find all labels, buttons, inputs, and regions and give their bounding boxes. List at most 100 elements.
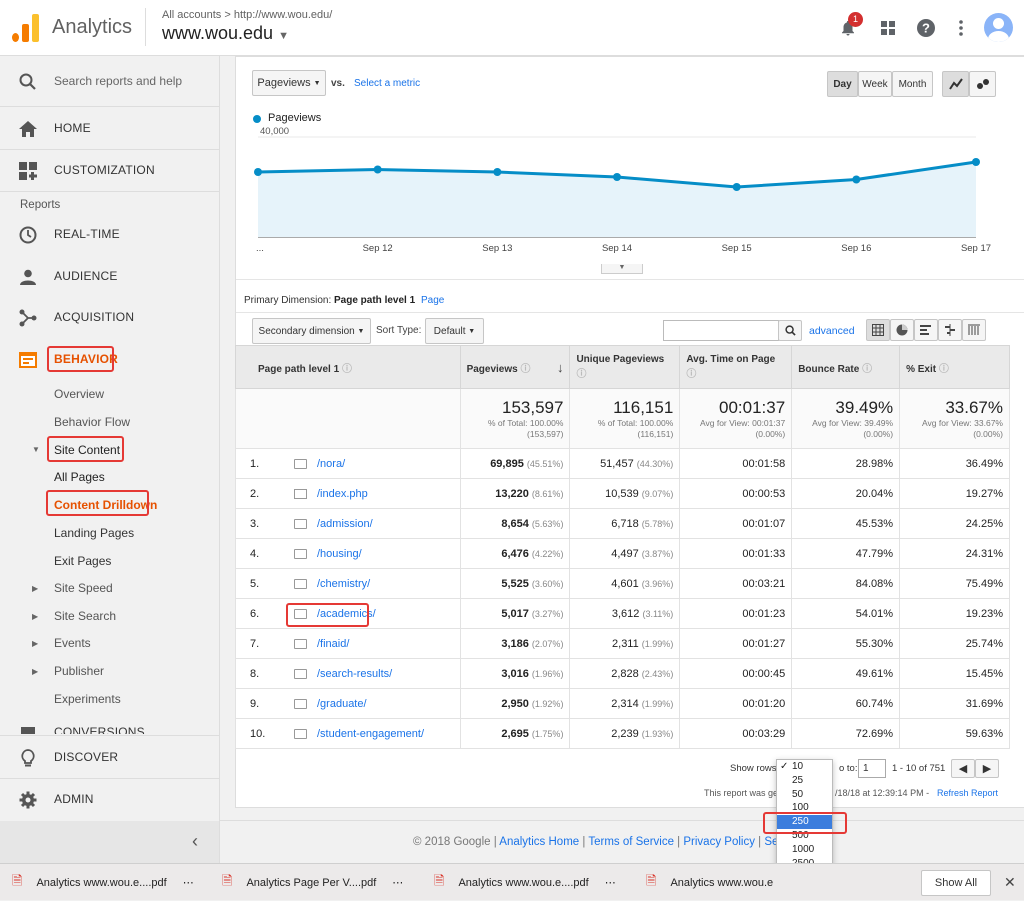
sidebar-item-acquisition[interactable]: ACQUISITION — [0, 296, 219, 338]
chevron-left-icon[interactable]: ‹ — [192, 831, 198, 851]
sidebar-item-landing-pages[interactable]: Landing Pages — [54, 526, 135, 540]
user-avatar[interactable] — [984, 13, 1013, 42]
sidebar-item-audience[interactable]: AUDIENCE — [0, 255, 219, 297]
sidebar-item-behavior-flow[interactable]: Behavior Flow — [54, 415, 131, 429]
col-header-unique-pageviews[interactable]: Unique Pageviews ⓘ — [569, 345, 681, 389]
comparison-view-icon[interactable] — [938, 319, 962, 341]
download-item[interactable]: 🗎 Analytics www.wou.e....pdf ⋯ — [12, 864, 194, 901]
rows-option[interactable]: 50 — [777, 788, 832, 802]
help-icon[interactable]: ? — [914, 16, 938, 40]
page-path-link[interactable]: /graduate/ — [317, 697, 367, 710]
close-icon[interactable]: ✕ — [1004, 874, 1016, 890]
download-item[interactable]: 🗎 Analytics www.wou.e....pdf ⋯ — [434, 864, 616, 901]
col-header-bounce-rate[interactable]: Bounce Rate ⓘ — [791, 345, 901, 389]
page-path-link[interactable]: /admission/ — [317, 517, 373, 530]
search-icon[interactable] — [778, 320, 802, 341]
data-point[interactable] — [493, 168, 502, 176]
goto-page-input[interactable]: 1 — [858, 759, 886, 778]
secondary-dimension-dropdown[interactable]: Secondary dimension ▼ — [252, 318, 371, 344]
page-dimension-link[interactable]: Page — [421, 295, 445, 306]
apps-grid-icon[interactable] — [876, 16, 900, 40]
data-point[interactable] — [732, 183, 741, 191]
account-breadcrumb[interactable]: All accounts > http://www.wou.edu/ — [162, 9, 333, 21]
data-point[interactable] — [373, 165, 382, 174]
footer-link-privacy[interactable]: Privacy Policy — [683, 836, 755, 848]
col-header-avg-time[interactable]: Avg. Time on Page ⓘ — [679, 345, 793, 389]
data-point[interactable] — [852, 175, 861, 184]
chart-collapse-handle[interactable]: ▼ — [601, 264, 643, 274]
sidebar-item-customization[interactable]: CUSTOMIZATION — [0, 149, 219, 191]
sidebar-item-events[interactable]: Events — [54, 636, 91, 650]
footer-link-analytics-home[interactable]: Analytics Home — [499, 836, 580, 848]
data-point[interactable] — [613, 173, 621, 181]
caret-right-icon[interactable]: ▶ — [32, 639, 39, 648]
footer-link-terms[interactable]: Terms of Service — [588, 836, 674, 848]
metric-selector[interactable]: Pageviews ▼ — [252, 70, 326, 96]
data-point[interactable] — [254, 168, 262, 176]
table-row[interactable]: 2./index.php 13,220 (8.61%) 10,539 (9.07%)… — [235, 478, 1010, 509]
sidebar-item-content-drilldown[interactable]: Content Drilldown — [54, 498, 158, 512]
page-path-link[interactable]: /search-results/ — [317, 667, 393, 680]
sidebar-collapse-bar[interactable]: ‹ — [0, 821, 219, 863]
sidebar-item-site-search[interactable]: Site Search — [54, 609, 117, 623]
refresh-report-link[interactable]: Refresh Report — [937, 788, 999, 798]
caret-down-icon[interactable]: ▼ — [32, 445, 40, 454]
line-chart-icon[interactable] — [942, 71, 969, 97]
page-path-link[interactable]: /chemistry/ — [317, 577, 371, 590]
table-row[interactable]: 9./graduate/2,950 (1.92%) 2,314 (1.99%) 00… — [235, 688, 1010, 719]
pivot-view-icon[interactable] — [962, 319, 986, 341]
prev-page-icon[interactable]: ◀ — [951, 759, 975, 778]
week-button[interactable]: Week — [858, 71, 892, 97]
table-row[interactable]: 1./nora/69,895 (45.51%) 51,457 (44.30%) 00… — [235, 448, 1010, 479]
search-input-placeholder[interactable]: Search reports and help — [54, 74, 183, 88]
more-vert-icon[interactable] — [949, 16, 973, 40]
table-view-icon[interactable] — [866, 319, 890, 341]
table-row[interactable]: 3./admission/8,654 (5.63%) 6,718 (5.78%) 0… — [235, 508, 1010, 539]
sidebar-item-all-pages[interactable]: All Pages — [54, 470, 105, 484]
sidebar-item-conversions[interactable]: CONVERSIONS — [0, 710, 219, 734]
table-row[interactable]: 8./search-results/3,016 (1.96%) 2,828 (2.… — [235, 658, 1010, 689]
more-horiz-icon[interactable]: ⋯ — [182, 877, 194, 889]
table-row[interactable]: 6./academics/5,017 (3.27%) 3,612 (3.11%) 0… — [235, 598, 1010, 629]
rows-option[interactable]: 1000 — [777, 843, 832, 857]
more-horiz-icon[interactable]: ⋯ — [392, 877, 404, 889]
sidebar-item-site-speed[interactable]: Site Speed — [54, 581, 113, 595]
caret-right-icon[interactable]: ▶ — [32, 667, 39, 676]
advanced-filter-link[interactable]: advanced — [809, 325, 855, 337]
sidebar-item-publisher[interactable]: Publisher — [54, 664, 105, 678]
table-row[interactable]: 5./chemistry/5,525 (3.60%) 4,601 (3.96%) 0… — [235, 568, 1010, 599]
primary-dimension-value[interactable]: Page path level 1 — [334, 295, 416, 306]
sidebar-item-realtime[interactable]: REAL-TIME — [0, 213, 219, 255]
page-path-link[interactable]: /index.php — [317, 487, 368, 500]
motion-chart-icon[interactable] — [969, 71, 996, 97]
show-all-button[interactable]: Show All — [921, 870, 991, 896]
rows-option[interactable]: 250 — [777, 815, 832, 829]
rows-option[interactable]: 500 — [777, 829, 832, 843]
notifications-bell-icon[interactable]: 1 — [836, 12, 863, 40]
data-point[interactable] — [972, 158, 980, 166]
rows-option[interactable]: 100 — [777, 801, 832, 815]
more-horiz-icon[interactable]: ⋯ — [604, 877, 616, 889]
month-button[interactable]: Month — [892, 71, 933, 97]
sidebar-search[interactable]: Search reports and help — [0, 60, 219, 102]
rows-option[interactable]: ✓ 10 — [777, 760, 832, 774]
page-path-link[interactable]: /nora/ — [317, 457, 346, 470]
page-path-link[interactable]: /academics/ — [317, 607, 376, 620]
day-button[interactable]: Day — [827, 71, 858, 97]
sort-type-dropdown[interactable]: Default ▼ — [425, 318, 484, 344]
table-row[interactable]: 4./housing/6,476 (4.22%) 4,497 (3.87%) 00:… — [235, 538, 1010, 569]
page-path-link[interactable]: /housing/ — [317, 547, 362, 560]
rows-option[interactable]: 25 — [777, 774, 832, 788]
page-path-link[interactable]: /student-engagement/ — [317, 727, 425, 740]
caret-right-icon[interactable]: ▶ — [32, 612, 39, 621]
pie-view-icon[interactable] — [890, 319, 914, 341]
sidebar-item-overview[interactable]: Overview — [54, 387, 105, 401]
col-header-page-path[interactable]: Page path level 1 ⓘ — [235, 345, 461, 389]
sidebar-item-behavior[interactable]: BEHAVIOR — [0, 338, 219, 380]
download-item[interactable]: 🗎 Analytics www.wou.e — [646, 864, 773, 901]
performance-view-icon[interactable] — [914, 319, 938, 341]
col-header-exit[interactable]: % Exit ⓘ — [899, 345, 1010, 389]
sidebar-item-discover[interactable]: DISCOVER — [0, 736, 219, 778]
table-row[interactable]: 7./finaid/3,186 (2.07%) 2,311 (1.99%) 00:0… — [235, 628, 1010, 659]
sidebar-item-experiments[interactable]: Experiments — [54, 692, 121, 706]
